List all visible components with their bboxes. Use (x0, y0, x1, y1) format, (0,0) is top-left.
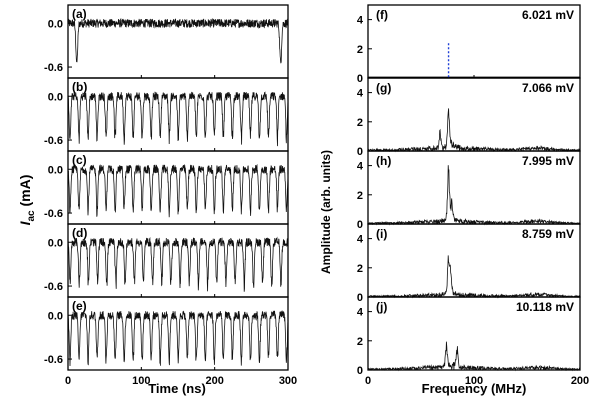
time-panel-4: 0.0 -0.6 (d) (44, 223, 289, 298)
y-tick-label: -0.6 (44, 281, 63, 293)
panel-label: (d) (72, 226, 87, 240)
y-tick-label: 0.0 (48, 164, 63, 176)
y-tick-label: -0.6 (44, 135, 63, 147)
voltage-label: 10.118 mV (516, 300, 574, 314)
spectrum-panel-5: 0 2 4 (j) 10.118 mV (357, 296, 581, 377)
x-tick-label: 300 (279, 375, 297, 387)
y-tick-label: 0.0 (48, 310, 63, 322)
x-tick-label: 200 (571, 375, 589, 387)
right-xlabel: Frequency (MHz) (422, 381, 527, 396)
spectrum-panels: 0 2 4 (f) 6.021 mV 0 2 4 (g) 7.066 mV 0 2 4 (h) 7.995 … (357, 4, 589, 387)
time-panel-2: 0.0 -0.6 (b) (44, 77, 289, 152)
waveform-trace (67, 163, 289, 218)
spectrum-trace (367, 341, 581, 372)
time-panel-1: 0.0 -0.6 (a) (44, 4, 289, 79)
waveform-trace (67, 310, 289, 367)
x-tick-label: 0 (365, 375, 371, 387)
spectrum-panel-3: 0 2 4 (h) 7.995 mV (357, 150, 581, 231)
spectrum-panel-2: 0 2 4 (g) 7.066 mV (357, 77, 581, 158)
y-tick-label: 2 (357, 336, 363, 348)
panel-frame (67, 296, 289, 371)
spectrum-trace (367, 165, 581, 226)
y-tick-label: 4 (357, 15, 364, 27)
spectrum-trace (367, 108, 581, 153)
waveform-trace (67, 17, 289, 64)
voltage-label: 8.759 mV (522, 227, 574, 241)
voltage-label: 7.066 mV (522, 81, 574, 95)
y-tick-label: 0 (357, 146, 363, 158)
y-tick-label: -0.6 (44, 354, 63, 366)
y-tick-label: 0 (357, 292, 363, 304)
waveform-trace (67, 91, 289, 147)
x-tick-label: 200 (205, 375, 223, 387)
y-tick-label: 0.0 (48, 91, 63, 103)
right-ylabel: Amplitude (arb. units) (319, 150, 333, 274)
y-tick-label: 4 (357, 88, 364, 100)
time-domain-panels: 0.0 -0.6 (a) 0.0 -0.6 (b) 0.0 -0.6 (c) 0.0 -0.6 (d)… (44, 4, 297, 387)
panel-label: (g) (376, 81, 391, 95)
y-tick-label: 4 (357, 161, 364, 173)
y-tick-label: 0.0 (48, 18, 63, 30)
panel-label: (h) (376, 154, 391, 168)
x-tick-label: 0 (65, 375, 71, 387)
y-tick-label: -0.6 (44, 208, 63, 220)
spectrum-panel-4: 0 2 4 (i) 8.759 mV (357, 223, 581, 304)
x-tick-label: 100 (465, 375, 483, 387)
voltage-label: 6.021 mV (522, 8, 574, 22)
panel-label: (a) (72, 7, 87, 21)
time-panel-3: 0.0 -0.6 (c) (44, 150, 289, 225)
left-ylabel: Iac (mA) (17, 175, 37, 226)
panel-label: (c) (72, 153, 87, 167)
y-tick-label: -0.6 (44, 62, 63, 74)
spectrum-panel-1: 0 2 4 (f) 6.021 mV (357, 4, 581, 85)
y-tick-label: 0.0 (48, 237, 63, 249)
y-tick-label: 0 (357, 365, 363, 377)
time-panel-5: 0.0 -0.6 (e) (44, 296, 289, 371)
left-xlabel: Time (ns) (148, 381, 206, 396)
x-tick-label: 100 (132, 375, 150, 387)
y-tick-label: 4 (357, 307, 364, 319)
panel-label: (b) (72, 80, 87, 94)
panel-frame (67, 4, 289, 79)
y-tick-label: 0 (357, 219, 363, 231)
waveform-trace (67, 236, 289, 292)
panel-label: (j) (376, 300, 387, 314)
spectrum-trace (368, 255, 581, 299)
y-tick-label: 4 (357, 234, 364, 246)
panel-label: (f) (376, 8, 388, 22)
y-tick-label: 2 (357, 190, 363, 202)
y-tick-label: 0 (357, 73, 363, 85)
y-tick-label: 2 (357, 44, 363, 56)
panel-label: (i) (376, 227, 387, 241)
panel-label: (e) (72, 299, 87, 313)
y-tick-label: 2 (357, 263, 363, 275)
voltage-label: 7.995 mV (522, 154, 574, 168)
panel-frame (67, 223, 289, 298)
y-tick-label: 2 (357, 117, 363, 129)
